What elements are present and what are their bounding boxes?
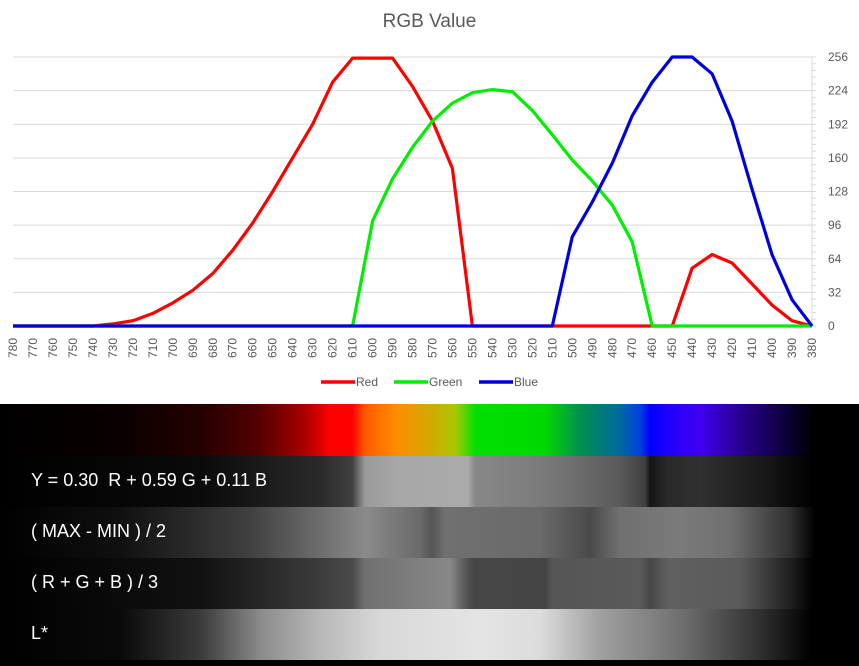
x-tick-label: 430 [705,338,719,358]
x-tick-label: 510 [545,338,559,358]
y-tick-label: 32 [828,285,842,299]
legend-label-red: Red [356,375,378,389]
y-tick-label: 256 [828,50,848,64]
strip-label-max-min: ( MAX - MIN ) / 2 [31,521,166,541]
y-tick-label: 192 [828,117,848,131]
x-tick-label: 640 [286,338,300,358]
x-axis: 780 770 760 750 740 730 720 710 700 690 680 670 660 6… [6,338,819,358]
x-tick-label: 440 [685,338,699,358]
x-tick-label: 550 [465,338,479,358]
strip-label-lstar: L* [31,623,49,643]
x-tick-label: 570 [425,338,439,358]
x-tick-label: 710 [146,338,160,358]
x-tick-label: 520 [525,338,539,358]
chart-legend: Red Green Blue [321,375,538,389]
x-tick-label: 690 [186,338,200,358]
x-tick-label: 590 [386,338,400,358]
x-tick-label: 620 [326,338,340,358]
x-tick-label: 580 [406,338,420,358]
y-tick-label: 0 [828,319,835,333]
legend-label-green: Green [429,375,462,389]
y-axis: 0 32 64 96 128 160 192 224 256 [811,50,848,333]
x-tick-label: 540 [485,338,499,358]
rgb-value-chart: RGB Value 0 32 64 96 128 160 192 224 256 780 770 7… [6,11,849,389]
x-tick-label: 420 [725,338,739,358]
x-tick-label: 470 [625,338,639,358]
series-line-blue [13,55,814,328]
x-tick-label: 760 [46,338,60,358]
luma-strip-average: ( R + G + B ) / 3 [0,558,859,609]
x-tick-label: 630 [306,338,320,358]
series-lines [13,55,814,328]
x-tick-label: 750 [66,338,80,358]
x-tick-label: 650 [266,338,280,358]
y-tick-label: 64 [828,252,842,266]
x-tick-label: 700 [166,338,180,358]
x-tick-label: 410 [745,338,759,358]
x-tick-label: 670 [226,338,240,358]
x-tick-label: 780 [6,338,20,358]
x-tick-label: 740 [86,338,100,358]
spectrum-bar [0,404,859,456]
x-tick-label: 500 [565,338,579,358]
luma-strip-lstar: L* [0,609,859,660]
x-tick-label: 660 [246,338,260,358]
legend-label-blue: Blue [514,375,538,389]
x-tick-label: 600 [366,338,380,358]
x-tick-label: 720 [126,338,140,358]
y-tick-label: 224 [828,84,848,98]
x-tick-label: 400 [765,338,779,358]
x-tick-label: 730 [106,338,120,358]
x-tick-label: 770 [26,338,40,358]
x-tick-label: 450 [665,338,679,358]
gridlines [13,56,812,327]
x-tick-label: 530 [505,338,519,358]
strip-label-average: ( R + G + B ) / 3 [31,572,159,592]
x-tick-label: 610 [346,338,360,358]
luminance-comparison-panel: Y = 0.30 R + 0.59 G + 0.11 B ( MAX - MIN… [0,404,859,666]
x-tick-label: 480 [605,338,619,358]
y-tick-label: 96 [828,218,842,232]
strip-label-y: Y = 0.30 R + 0.59 G + 0.11 B [31,470,267,490]
x-tick-label: 460 [645,338,659,358]
x-tick-label: 390 [785,338,799,358]
x-tick-label: 680 [206,338,220,358]
x-tick-label: 490 [585,338,599,358]
x-tick-label: 560 [445,338,459,358]
luma-strip-y: Y = 0.30 R + 0.59 G + 0.11 B [0,456,859,507]
chart-title: RGB Value [382,11,477,32]
luma-strip-max-min: ( MAX - MIN ) / 2 [0,507,859,558]
x-tick-label: 380 [805,338,819,358]
chart-plot: 0 32 64 96 128 160 192 224 256 780 770 760 750 740 73… [6,50,848,389]
series-line-green [13,87,812,328]
y-tick-label: 128 [828,185,848,199]
y-tick-label: 160 [828,151,848,165]
series-line-red [13,56,813,328]
